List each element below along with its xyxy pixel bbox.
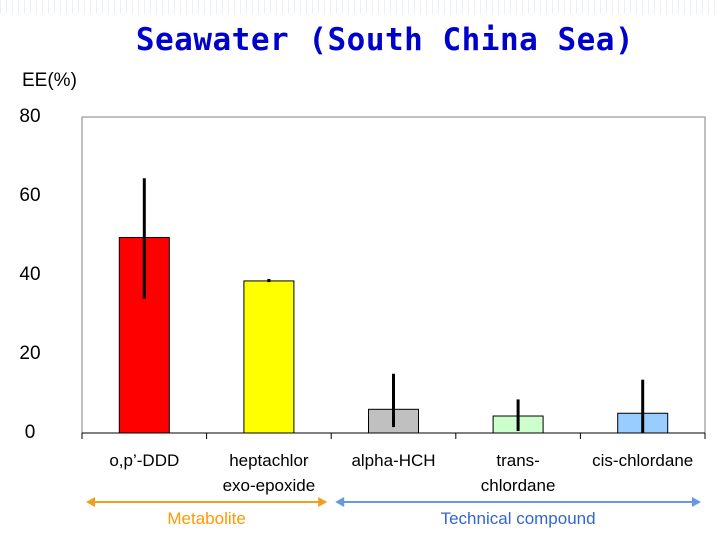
bar [243,280,295,434]
group-arrowhead-right [318,497,328,507]
y-tick-label: 20 [19,343,41,364]
header-decoration [0,0,720,14]
chart-title: Seawater (South China Sea) [135,22,635,58]
y-tick-label: 0 [24,422,36,443]
y-tick-label: 40 [19,264,41,285]
group-arrowhead-left [86,497,95,507]
group-arrowhead-right [692,497,701,507]
x-category-label: cis-chlordane [592,451,694,470]
group-arrowhead-left [335,497,345,507]
x-category-label: alpha-HCH [351,451,436,470]
x-category-label: o,p’-DDD [109,451,180,470]
group-label: Technical compound [440,509,596,528]
x-category-label: heptachlor exo-epoxide [222,451,316,495]
group-label: Metabolite [167,509,246,528]
x-category-label: trans- chlordane [480,451,556,495]
y-tick-label: 60 [19,185,41,206]
y-axis-label: EE(%) [22,70,77,91]
y-tick-label: 80 [19,106,41,127]
